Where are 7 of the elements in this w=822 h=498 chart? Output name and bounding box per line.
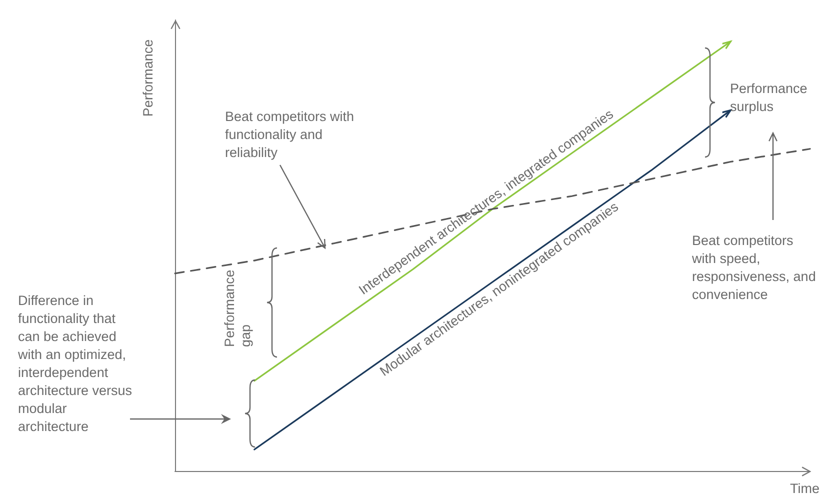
y-axis-title: Performance <box>140 39 156 117</box>
annotation: Beat competitors with functionality and reliability <box>225 109 354 160</box>
annotation: Beat competitors with speed, responsiveness, and convenience <box>692 232 817 304</box>
text: Difference in functionality that can be achieved with an optimized, interdependent architecture versus modular architecture <box>18 292 134 436</box>
x-axis-title: Time <box>790 481 820 496</box>
annotation: Performance gap <box>222 268 254 347</box>
annotation: Performance surplus <box>730 80 808 116</box>
